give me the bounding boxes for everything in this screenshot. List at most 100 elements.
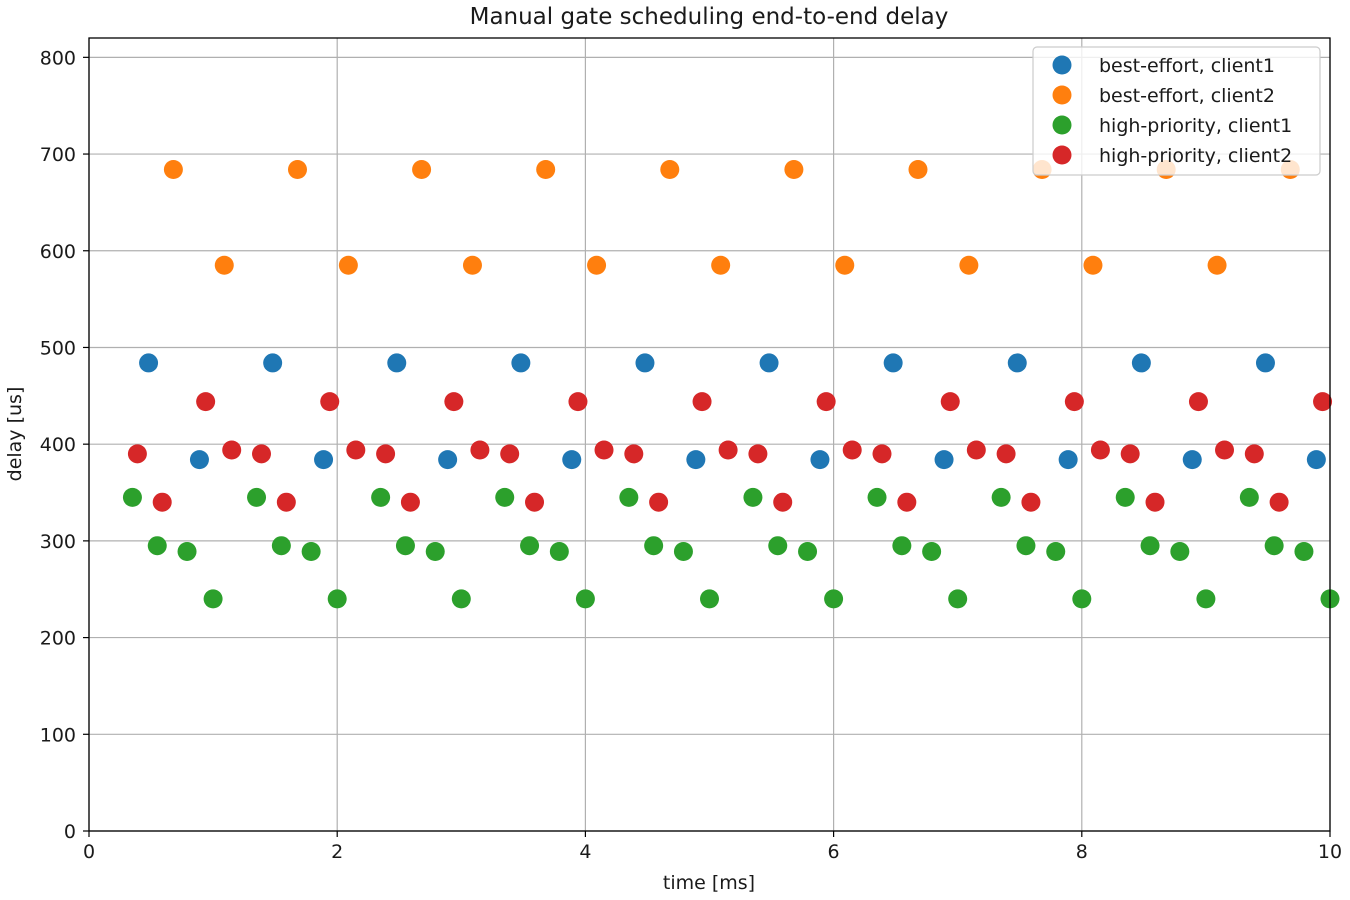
data-point — [1064, 392, 1084, 412]
data-point — [222, 440, 242, 460]
data-point — [810, 450, 830, 470]
data-point — [892, 536, 912, 556]
data-point — [1120, 444, 1140, 464]
data-point — [346, 440, 366, 460]
legend-label: best-effort, client1 — [1099, 55, 1275, 77]
data-point — [425, 542, 445, 562]
data-point — [897, 492, 917, 512]
data-point — [1239, 487, 1259, 507]
data-point — [816, 392, 836, 412]
data-point — [872, 444, 892, 464]
series-1 — [139, 353, 1326, 470]
y-tick-label: 800 — [40, 47, 76, 69]
data-point — [842, 440, 862, 460]
data-point — [511, 353, 531, 373]
y-tick-label: 0 — [64, 821, 76, 843]
data-point — [883, 353, 903, 373]
data-point — [649, 492, 669, 512]
data-point — [1046, 542, 1066, 562]
data-point — [1140, 536, 1160, 556]
data-point — [271, 536, 291, 556]
data-point — [127, 444, 147, 464]
data-points — [122, 160, 1340, 609]
legend-label: best-effort, client2 — [1099, 85, 1275, 107]
data-point — [549, 542, 569, 562]
data-point — [1090, 440, 1110, 460]
data-point — [470, 440, 490, 460]
grid-lines — [88, 38, 1331, 832]
series-2 — [163, 160, 1300, 275]
data-point — [1145, 492, 1165, 512]
data-point — [718, 440, 738, 460]
data-point — [203, 589, 223, 609]
data-point — [376, 444, 396, 464]
y-tick-label: 300 — [40, 531, 76, 553]
data-point — [438, 450, 458, 470]
y-tick-label: 400 — [40, 434, 76, 456]
data-point — [934, 450, 954, 470]
data-point — [214, 255, 234, 275]
data-point — [644, 536, 664, 556]
data-point — [1306, 450, 1326, 470]
data-point — [1007, 353, 1027, 373]
data-point — [835, 255, 855, 275]
data-point — [686, 450, 706, 470]
y-tick-label: 500 — [40, 337, 76, 359]
y-axis-label: delay [us] — [4, 387, 26, 482]
data-point — [562, 450, 582, 470]
data-point — [824, 589, 844, 609]
legend: best-effort, client1 best-effort, client2… — [1032, 46, 1321, 176]
data-point — [400, 492, 420, 512]
legend-box — [1032, 46, 1321, 176]
data-point — [575, 589, 595, 609]
data-point — [1264, 536, 1284, 556]
data-point — [673, 542, 693, 562]
data-point — [287, 160, 307, 180]
plot-frame — [88, 37, 1331, 832]
x-axis-label: time [ms] — [663, 872, 755, 894]
data-point — [1294, 542, 1314, 562]
data-point — [189, 450, 209, 470]
data-point — [1188, 392, 1208, 412]
data-point — [139, 353, 159, 373]
data-point — [1072, 589, 1092, 609]
y-axis: 0 100 200 300 400 500 600 700 800 — [40, 47, 89, 843]
data-point — [520, 536, 540, 556]
data-point — [1016, 536, 1036, 556]
data-point — [251, 444, 271, 464]
data-point — [247, 487, 267, 507]
series-3 — [122, 487, 1340, 609]
data-point — [1083, 255, 1103, 275]
data-point — [1244, 444, 1264, 464]
x-tick-label: 0 — [83, 841, 95, 863]
data-point — [624, 444, 644, 464]
legend-marker — [1052, 55, 1072, 75]
x-tick-label: 4 — [579, 841, 591, 863]
data-point — [320, 392, 340, 412]
data-point — [122, 487, 142, 507]
x-axis: 0 2 4 6 8 10 — [83, 831, 1342, 863]
legend-marker — [1052, 115, 1072, 135]
data-point — [660, 160, 680, 180]
data-point — [1131, 353, 1151, 373]
data-point — [147, 536, 167, 556]
legend-marker — [1052, 145, 1072, 165]
data-point — [412, 160, 432, 180]
data-point — [525, 492, 545, 512]
data-point — [495, 487, 515, 507]
legend-label: high-priority, client2 — [1099, 145, 1292, 167]
data-point — [1170, 542, 1190, 562]
data-point — [619, 487, 639, 507]
x-tick-label: 6 — [828, 841, 840, 863]
y-tick-label: 200 — [40, 628, 76, 650]
data-point — [387, 353, 407, 373]
y-tick-label: 600 — [40, 241, 76, 263]
data-point — [371, 487, 391, 507]
data-point — [1269, 492, 1289, 512]
data-point — [276, 492, 296, 512]
data-point — [959, 255, 979, 275]
data-point — [759, 353, 779, 373]
data-point — [966, 440, 986, 460]
data-point — [748, 444, 768, 464]
